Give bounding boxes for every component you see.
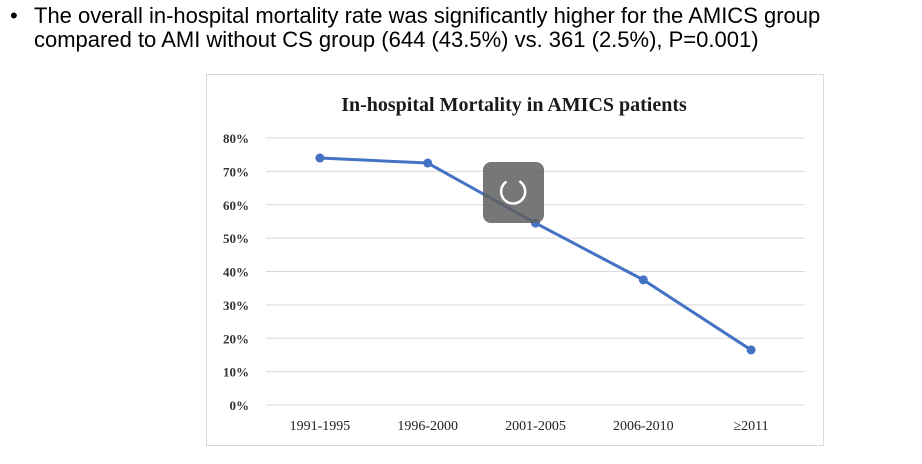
y-tick-label: 50% [223, 231, 249, 246]
series-group [315, 153, 756, 355]
y-tick-label: 80% [223, 131, 249, 146]
chart-title: In-hospital Mortality in AMICS patients [341, 94, 687, 116]
y-tick-label: 40% [223, 265, 249, 280]
x-tick-label: 2006-2010 [613, 419, 674, 434]
data-point [746, 345, 756, 355]
bullet-symbol: • [10, 3, 18, 28]
bullet-text: The overall in-hospital mortality rate w… [34, 4, 820, 52]
loading-spinner-icon [499, 180, 527, 205]
x-tick-label: 2001-2005 [505, 419, 566, 434]
y-tick-label: 70% [223, 164, 249, 179]
x-tick-label: 1991-1995 [290, 419, 351, 434]
x-tick-label: 1996-2000 [397, 419, 458, 434]
mortality-line-chart: In-hospital Mortality in AMICS patients … [223, 94, 805, 434]
x-tick-label: ≥2011 [734, 419, 769, 434]
data-point [315, 153, 325, 163]
y-tick-label: 30% [223, 298, 249, 313]
bullet-line-1: The overall in-hospital mortality rate w… [34, 3, 821, 28]
y-tick-label: 60% [223, 198, 249, 213]
y-tick-label: 10% [223, 365, 249, 380]
chart-container: In-hospital Mortality in AMICS patients … [206, 74, 824, 446]
y-tick-label: 20% [223, 331, 249, 346]
loading-overlay-button[interactable] [483, 162, 544, 223]
bullet-line-2: compared to AMI without CS group (644 (4… [34, 27, 759, 52]
data-point [638, 275, 648, 285]
y-tick-label: 0% [230, 398, 250, 413]
x-axis-ticks: 1991-1995 1996-2000 2001-2005 2006-2010 ≥201… [290, 419, 769, 434]
data-point [423, 158, 433, 168]
y-axis-ticks: 0% 10% 20% 30% 40% 50% 60% 70% 80% [223, 131, 249, 413]
